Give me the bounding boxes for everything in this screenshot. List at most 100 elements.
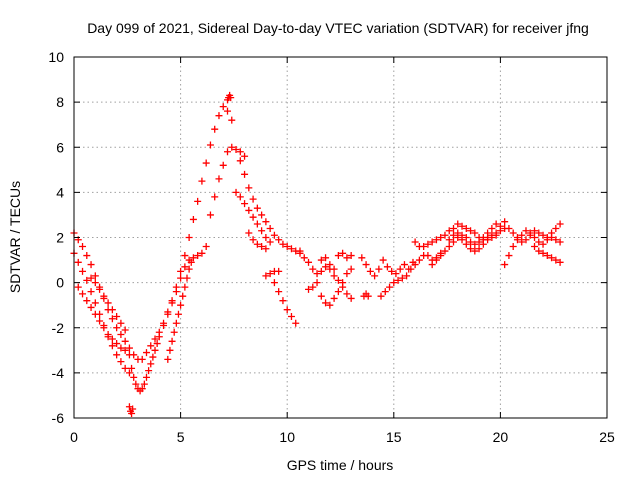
data-point [236, 157, 244, 165]
data-point [108, 335, 116, 343]
y-tick-label: -2 [52, 320, 65, 336]
data-point [287, 312, 295, 320]
data-point [488, 224, 496, 232]
data-point [339, 249, 347, 257]
data-point [151, 346, 159, 354]
data-point [174, 310, 182, 318]
data-point [228, 143, 236, 151]
data-point [117, 358, 125, 366]
data-point [305, 285, 313, 293]
data-point [475, 238, 483, 246]
data-point [168, 299, 176, 307]
x-tick-label: 25 [599, 429, 615, 445]
data-point [113, 351, 121, 359]
data-point [366, 267, 374, 275]
data-point [245, 206, 253, 214]
data-point [375, 265, 383, 273]
y-tick-label: 10 [48, 49, 64, 65]
data-point [258, 211, 266, 219]
x-tick-label: 5 [177, 429, 185, 445]
data-point [343, 254, 351, 262]
data-point [432, 236, 440, 244]
data-point [138, 385, 146, 393]
data-point [501, 261, 509, 269]
data-point [172, 288, 180, 296]
data-point [317, 267, 325, 275]
data-point [168, 337, 176, 345]
data-point [206, 141, 214, 149]
data-point [496, 222, 504, 230]
data-point [518, 238, 526, 246]
data-point [420, 243, 428, 251]
data-point [104, 299, 112, 307]
data-point [428, 238, 436, 246]
data-point [181, 263, 189, 271]
data-point [424, 240, 432, 248]
data-point [74, 258, 82, 266]
series-track-t [377, 249, 445, 300]
data-point [108, 342, 116, 350]
data-point [142, 373, 150, 381]
data-point [262, 234, 270, 241]
data-point [266, 270, 274, 278]
data-point [381, 288, 389, 296]
data-point [117, 331, 125, 339]
data-point [262, 245, 270, 253]
data-point [145, 367, 153, 375]
data-point [364, 292, 372, 300]
data-point [253, 240, 261, 248]
data-point [398, 274, 406, 282]
data-point [526, 229, 534, 237]
data-point [539, 231, 547, 239]
data-point [224, 107, 232, 115]
y-tick-label: -6 [52, 410, 65, 426]
data-point [462, 240, 470, 248]
data-point [539, 240, 547, 248]
data-point [386, 283, 394, 291]
series-track-q [317, 249, 355, 273]
data-point [108, 306, 116, 314]
data-point [283, 243, 291, 251]
data-point [151, 335, 159, 343]
data-point [132, 380, 140, 388]
data-point [219, 161, 227, 169]
chart-title: Day 099 of 2021, Sidereal Day-to-day VTE… [87, 20, 589, 36]
data-point [292, 319, 300, 327]
data-point [313, 279, 321, 287]
data-point [262, 272, 270, 280]
data-point [343, 290, 351, 298]
data-point [403, 272, 411, 280]
data-point [181, 252, 189, 260]
data-point [206, 211, 214, 219]
data-point [492, 231, 500, 239]
data-point [379, 256, 387, 264]
data-point [253, 220, 261, 228]
data-point [83, 297, 91, 305]
data-point [117, 319, 125, 327]
data-point [100, 292, 108, 300]
data-point [522, 236, 530, 244]
data-point [467, 238, 475, 246]
data-points [70, 91, 564, 417]
data-point [394, 276, 402, 284]
data-point [471, 229, 479, 237]
data-point [484, 229, 492, 237]
data-point [224, 148, 232, 156]
x-axis-title: GPS time / hours [287, 457, 394, 473]
data-point [194, 252, 202, 260]
data-point [236, 193, 244, 201]
data-point [91, 272, 99, 280]
data-point [415, 256, 423, 264]
data-point [347, 265, 355, 273]
data-point [262, 218, 270, 226]
data-point [362, 261, 370, 269]
data-point [249, 195, 257, 203]
x-tick-label: 0 [70, 429, 78, 445]
data-point [266, 238, 274, 246]
series-track-c [74, 283, 129, 354]
data-point [305, 258, 313, 266]
data-point [543, 236, 551, 244]
data-point [479, 234, 487, 241]
data-point [245, 229, 253, 237]
